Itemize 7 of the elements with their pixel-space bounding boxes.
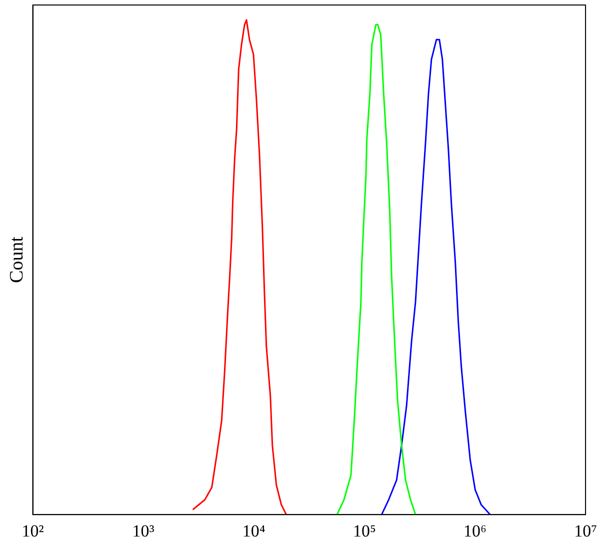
x-tick-label: 10² [22,521,44,540]
x-tick-label: 10³ [132,521,154,540]
x-tick-label: 10⁵ [352,521,376,540]
x-tick-label: 10⁷ [574,521,598,540]
x-tick-label: 10⁴ [242,521,266,540]
y-axis-title: Count [6,236,28,284]
x-tick-label: 10⁶ [464,521,487,540]
